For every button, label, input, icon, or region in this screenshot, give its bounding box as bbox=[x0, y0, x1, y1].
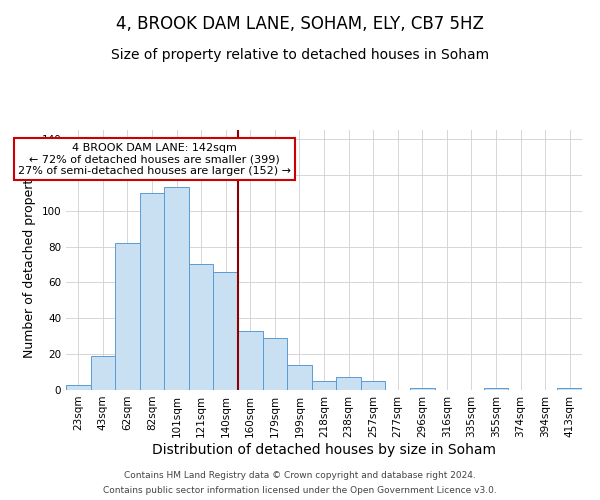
Bar bbox=[287, 365, 312, 390]
Bar bbox=[312, 381, 336, 390]
Bar bbox=[66, 384, 91, 390]
Bar bbox=[115, 243, 140, 390]
Text: Size of property relative to detached houses in Soham: Size of property relative to detached ho… bbox=[111, 48, 489, 62]
Text: Contains public sector information licensed under the Open Government Licence v3: Contains public sector information licen… bbox=[103, 486, 497, 495]
Bar bbox=[164, 188, 189, 390]
Y-axis label: Number of detached properties: Number of detached properties bbox=[23, 162, 36, 358]
Bar bbox=[410, 388, 434, 390]
Bar bbox=[214, 272, 238, 390]
Bar bbox=[336, 378, 361, 390]
Bar bbox=[361, 381, 385, 390]
Bar bbox=[238, 331, 263, 390]
Bar bbox=[484, 388, 508, 390]
Text: 4, BROOK DAM LANE, SOHAM, ELY, CB7 5HZ: 4, BROOK DAM LANE, SOHAM, ELY, CB7 5HZ bbox=[116, 15, 484, 33]
Bar bbox=[91, 356, 115, 390]
Bar bbox=[263, 338, 287, 390]
X-axis label: Distribution of detached houses by size in Soham: Distribution of detached houses by size … bbox=[152, 442, 496, 456]
Text: 4 BROOK DAM LANE: 142sqm
← 72% of detached houses are smaller (399)
27% of semi-: 4 BROOK DAM LANE: 142sqm ← 72% of detach… bbox=[18, 142, 291, 176]
Text: Contains HM Land Registry data © Crown copyright and database right 2024.: Contains HM Land Registry data © Crown c… bbox=[124, 471, 476, 480]
Bar bbox=[189, 264, 214, 390]
Bar bbox=[140, 193, 164, 390]
Bar bbox=[557, 388, 582, 390]
